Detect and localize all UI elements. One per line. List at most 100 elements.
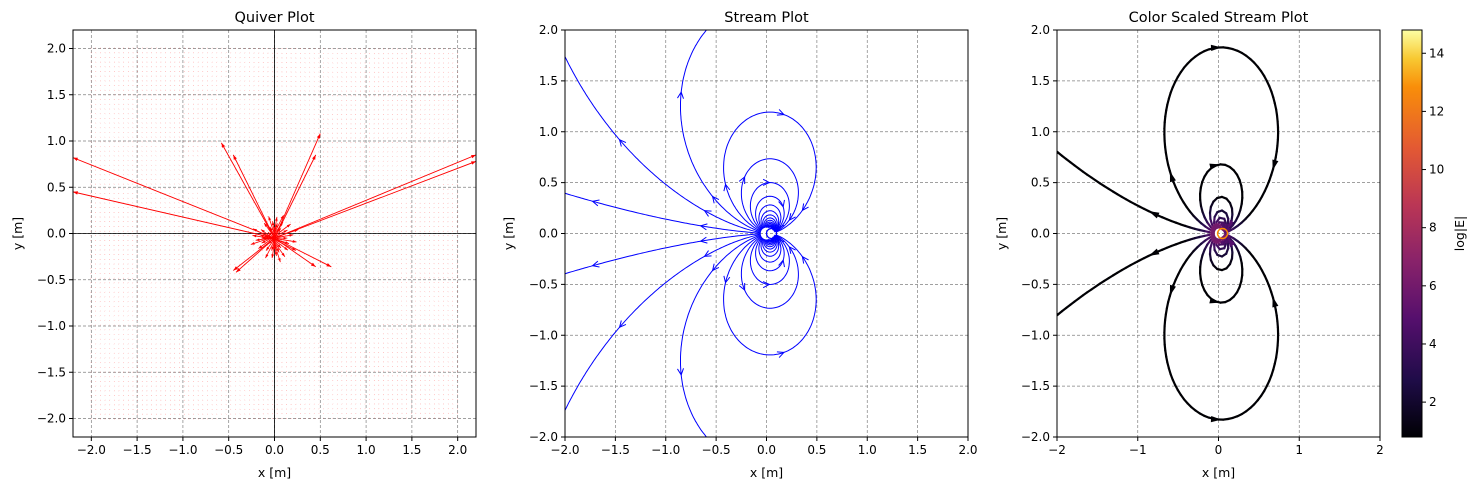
y-tick-label: 2.0 [1031, 23, 1050, 37]
stream-xlabel: x [m] [750, 465, 783, 480]
colorbar-label: log|E| [1452, 216, 1467, 251]
y-tick-label: −1.0 [529, 328, 558, 342]
charge-marker [1216, 227, 1229, 240]
y-tick-label: 1.5 [539, 74, 558, 88]
streamline-arrow [703, 250, 712, 257]
color-streamline-arrow [1148, 248, 1160, 256]
quiver-arrow-field [90, 47, 458, 420]
y-tick-label: −2.0 [529, 430, 558, 444]
colorbar-tick-label: 10 [1429, 163, 1444, 177]
quiver-long-arrow [274, 133, 321, 239]
x-tick-label: 0.5 [807, 443, 826, 457]
quiver-long-arrow-head [312, 154, 316, 160]
stream-title: Stream Plot [724, 10, 809, 26]
colorbar-tick-label: 12 [1429, 104, 1444, 118]
y-tick-label: 0.0 [47, 227, 66, 241]
y-tick-label: 0.5 [539, 176, 558, 190]
color-streamline-arrow [1209, 163, 1221, 170]
x-tick-label: 2.0 [448, 443, 467, 457]
streamline [680, 234, 762, 437]
x-tick-label: −1 [1129, 443, 1147, 457]
quiver-long-arrow-head [233, 266, 239, 271]
quiver-ticks: −2.0 −1.5 −1.0 −0.5 0.0 0.5 1.0 1.5 2.0 −2.0 −1.5 −… [37, 42, 467, 458]
color-stream-ylabel: y [m] [994, 217, 1009, 250]
quiver-arrow-head [285, 241, 290, 244]
streamline [565, 233, 761, 275]
quiver-long-arrow [73, 157, 275, 239]
x-tick-label: −2.0 [77, 443, 106, 457]
x-tick-label: 2.0 [958, 443, 977, 457]
streamline [765, 222, 775, 230]
quiver-arrow-head [277, 228, 281, 233]
color-streamline-arrow [1226, 219, 1236, 231]
x-tick-label: 1.5 [908, 443, 927, 457]
colorbar-tick-label: 6 [1429, 279, 1437, 293]
y-tick-label: −2.0 [37, 412, 66, 426]
x-tick-label: 0.5 [311, 443, 330, 457]
x-tick-label: −0.5 [702, 443, 731, 457]
quiver-arrow-head [265, 254, 269, 259]
x-tick-label: −2 [1048, 443, 1066, 457]
y-tick-label: −1.0 [1021, 328, 1050, 342]
quiver-ylabel: y [m] [10, 217, 25, 250]
y-tick-label: 0.0 [539, 227, 558, 241]
streamline-arrow [776, 351, 785, 358]
color-streamline-arrow [1148, 211, 1160, 219]
y-tick-label: 0.5 [47, 180, 66, 194]
quiver-long-arrow [274, 237, 316, 268]
quiver-arrow-head [274, 252, 278, 257]
color-streamline-arrow [1210, 44, 1222, 52]
quiver-arrow-head [250, 241, 255, 245]
streamline [723, 111, 817, 233]
streamline [760, 235, 780, 257]
x-tick-label: 0 [1215, 443, 1223, 457]
quiver-arrow-head [268, 232, 272, 236]
stream-ticks: −2.0 −1.5 −1.0 −0.5 0.0 0.5 1.0 1.5 2.0 −2.0 −1.5 −… [529, 23, 978, 457]
quiver-long-arrow-head [471, 154, 476, 159]
streamline [680, 30, 762, 233]
quiver-long-arrow [232, 154, 275, 239]
streamline-arrow [711, 263, 720, 272]
streamline-arrow [618, 320, 627, 329]
streamline [762, 235, 778, 253]
streamline-arrow [703, 210, 712, 217]
color-streamline-arrow [1209, 297, 1221, 304]
streamline [565, 55, 761, 233]
y-tick-label: 1.0 [539, 125, 558, 139]
quiver-long-arrow-head [73, 157, 78, 161]
color-streamline-arrow [1272, 296, 1279, 308]
color-streamline-arrow [1272, 159, 1279, 171]
streamline [740, 158, 799, 233]
quiver-long-arrow-head [316, 133, 321, 139]
x-tick-label: −2.0 [550, 443, 579, 457]
quiver-arrow-head [252, 234, 257, 238]
streamline [755, 234, 785, 272]
quiver-arrow-head [271, 254, 275, 259]
quiver-long-arrow [274, 237, 332, 268]
quiver-arrow-head [277, 258, 281, 263]
streamline-arrow [699, 236, 708, 244]
quiver-arrow-head [283, 236, 288, 240]
quiver-arrow [250, 236, 274, 245]
quiver-arrow [274, 239, 297, 251]
quiver-arrow [268, 216, 277, 240]
x-tick-label: −1.5 [123, 443, 152, 457]
stream-ylabel: y [m] [501, 217, 516, 250]
color-streamline-arrow [1169, 284, 1176, 296]
y-tick-label: −0.5 [529, 277, 558, 291]
color-streamline-arrow [1210, 415, 1222, 423]
streamline-arrow [591, 260, 600, 268]
quiver-long-arrow-head [233, 154, 237, 160]
y-tick-label: −1.5 [37, 365, 66, 379]
streamline-arrow [711, 195, 720, 204]
streamline-arrow [618, 138, 627, 147]
y-tick-label: 0.5 [1031, 176, 1050, 190]
quiver-arrow-head [264, 223, 268, 227]
y-tick-label: 1.0 [47, 134, 66, 148]
color-streamline-arrow [1226, 236, 1236, 248]
quiver-long-arrow-head [310, 262, 316, 267]
streamline-arrow [788, 246, 796, 254]
streamline-arrow [723, 275, 731, 284]
x-tick-label: 1 [1295, 443, 1303, 457]
quiver-panel: −2.0 −1.5 −1.0 −0.5 0.0 0.5 1.0 1.5 2.0 −2.0 −1.5 −… [10, 10, 477, 480]
